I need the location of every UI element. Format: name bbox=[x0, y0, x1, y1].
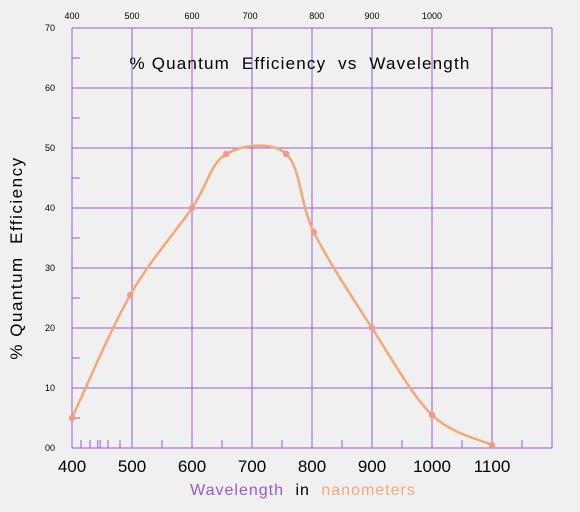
y-tick-label: 20 bbox=[45, 323, 55, 333]
x-tick-label-top: 900 bbox=[364, 11, 379, 21]
data-point bbox=[488, 441, 496, 449]
data-point bbox=[68, 414, 76, 422]
y-tick-label: 60 bbox=[45, 83, 55, 93]
y-tick-label: 40 bbox=[45, 203, 55, 213]
tick-labels: 00 10 20 30 40 50 60 70 400 500 600 700 800 900 1000 11… bbox=[45, 11, 510, 476]
x-tick-label-bottom: 700 bbox=[238, 457, 266, 476]
data-point bbox=[223, 150, 230, 158]
data-point bbox=[368, 324, 376, 332]
data-point bbox=[310, 228, 317, 236]
x-axis-title-word-1: Wavelength bbox=[190, 482, 284, 499]
x-tick-label-bottom: 400 bbox=[58, 457, 86, 476]
x-axis-title-word-3: nanometers bbox=[321, 482, 416, 499]
y-tick-label: 50 bbox=[45, 143, 55, 153]
x-tick-label-bottom: 900 bbox=[358, 457, 386, 476]
data-point bbox=[283, 150, 290, 158]
x-tick-label-bottom: 1000 bbox=[413, 457, 451, 476]
y-tick-label: 10 bbox=[45, 383, 55, 393]
series-line bbox=[70, 144, 494, 447]
y-tick-label: 00 bbox=[45, 443, 55, 453]
x-axis-title-word-2: in bbox=[295, 482, 309, 499]
x-tick-label-top: 600 bbox=[184, 11, 199, 21]
minor-ticks bbox=[72, 57, 523, 448]
x-tick-label-bottom: 500 bbox=[118, 457, 146, 476]
x-axis-title: Wavelength in nanometers bbox=[190, 482, 416, 499]
chart-title: % Quantum Efficiency vs Wavelength bbox=[129, 54, 470, 73]
x-tick-label-top: 800 bbox=[309, 11, 324, 21]
x-tick-label-top: 400 bbox=[64, 11, 79, 21]
x-tick-label-bottom: 600 bbox=[178, 457, 206, 476]
data-point bbox=[127, 291, 134, 299]
x-tick-label-top: 700 bbox=[243, 11, 258, 21]
y-tick-label: 30 bbox=[45, 263, 55, 273]
x-tick-label-top: 1000 bbox=[422, 11, 442, 21]
grid-lines bbox=[71, 27, 553, 449]
y-tick-label: 70 bbox=[45, 23, 55, 33]
data-point bbox=[428, 411, 436, 419]
x-tick-label-top: 500 bbox=[124, 11, 139, 21]
series-layer bbox=[68, 144, 496, 449]
y-axis-title: % Quantum Efficiency bbox=[7, 156, 26, 359]
x-tick-label-bottom: 800 bbox=[298, 457, 326, 476]
x-tick-label-bottom: 1100 bbox=[474, 457, 511, 476]
data-point bbox=[188, 204, 196, 212]
